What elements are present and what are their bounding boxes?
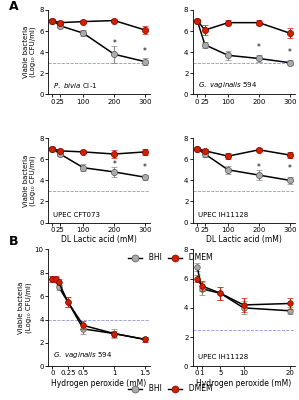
- Text: $\it{G.\ vaginalis}$ 594: $\it{G.\ vaginalis}$ 594: [53, 350, 112, 360]
- Legend:   BHI,   DMEM: BHI, DMEM: [125, 250, 216, 266]
- Text: $\it{G.\ vaginalis}$ 594: $\it{G.\ vaginalis}$ 594: [198, 80, 257, 90]
- Text: UPEC IH11128: UPEC IH11128: [198, 212, 248, 218]
- Text: *: *: [288, 164, 292, 173]
- Y-axis label: Viable bacteria
(Log₁₀ CFU/ml): Viable bacteria (Log₁₀ CFU/ml): [19, 282, 32, 334]
- Y-axis label: Viable bacteria
(Log₁₀ CFU/ml): Viable bacteria (Log₁₀ CFU/ml): [23, 154, 36, 206]
- X-axis label: Hydrogen peroxide (mM): Hydrogen peroxide (mM): [196, 379, 291, 388]
- X-axis label: DL Lactic acid (mM): DL Lactic acid (mM): [206, 236, 281, 244]
- X-axis label: DL Lactic acid (mM): DL Lactic acid (mM): [61, 236, 137, 244]
- Text: A: A: [9, 0, 19, 13]
- Text: UPEC CFT073: UPEC CFT073: [53, 212, 100, 218]
- Text: *: *: [288, 48, 292, 57]
- Y-axis label: Viable bacteria
(Log₁₀ CFU/ml): Viable bacteria (Log₁₀ CFU/ml): [23, 26, 36, 78]
- Text: $\it{P.\ bivia}$ CI-1: $\it{P.\ bivia}$ CI-1: [53, 81, 97, 90]
- Text: *: *: [143, 47, 147, 56]
- Text: *: *: [257, 44, 261, 52]
- X-axis label: Hydrogen peroxide (mM): Hydrogen peroxide (mM): [51, 379, 147, 388]
- Text: *: *: [112, 160, 116, 169]
- Legend:   BHI,   DMEM: BHI, DMEM: [125, 381, 216, 396]
- Text: B: B: [9, 235, 19, 248]
- Text: *: *: [257, 163, 261, 172]
- Text: *: *: [112, 39, 116, 48]
- Text: UPEC IH11128: UPEC IH11128: [198, 354, 248, 360]
- Text: *: *: [143, 163, 147, 172]
